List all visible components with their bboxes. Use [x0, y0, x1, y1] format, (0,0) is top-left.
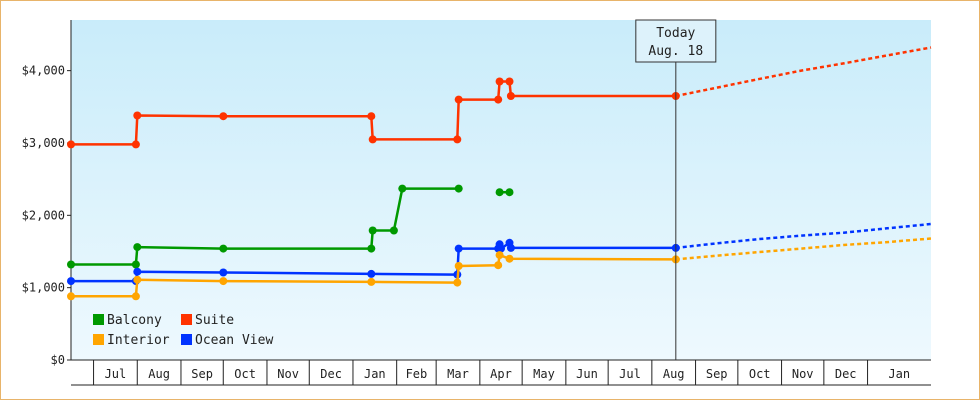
- x-tick-label: Aug: [148, 367, 170, 381]
- data-point: [454, 184, 463, 193]
- y-tick-label: $0: [51, 353, 65, 367]
- x-tick-label: Jan: [364, 367, 386, 381]
- data-point: [505, 254, 514, 263]
- series-suite: [67, 46, 932, 149]
- forecast-line: [675, 237, 932, 261]
- x-tick-label: Mar: [447, 367, 469, 381]
- data-point: [67, 292, 75, 301]
- x-axis: Jul Aug Sep Oct Nov Dec Jan Feb Mar Apr May Jun Jul A…: [71, 359, 931, 386]
- today-box: [635, 19, 717, 63]
- legend-swatch: [181, 334, 192, 345]
- x-tick-label: Sep: [191, 367, 213, 381]
- data-point: [454, 95, 463, 104]
- data-point: [131, 140, 140, 149]
- data-point: [453, 278, 462, 287]
- data-point: [219, 268, 228, 277]
- x-tick-label: Oct: [749, 367, 771, 381]
- data-point: [368, 226, 377, 235]
- x-tick-label: Aug: [663, 367, 685, 381]
- x-tick-label: Jun: [576, 367, 598, 381]
- data-point: [495, 188, 504, 197]
- data-point: [454, 244, 463, 253]
- data-point: [67, 140, 75, 149]
- data-point: [67, 260, 75, 269]
- x-tick-label: Jan: [888, 367, 910, 381]
- data-point: [219, 112, 228, 121]
- data-point: [497, 244, 505, 253]
- data-point: [506, 92, 515, 100]
- data-point: [389, 226, 398, 235]
- data-point: [131, 292, 140, 301]
- data-point: [367, 244, 376, 253]
- data-point: [506, 243, 515, 252]
- x-tick-label: Nov: [792, 367, 814, 381]
- series-layer: [67, 46, 932, 301]
- data-point: [219, 244, 228, 253]
- data-point: [133, 267, 142, 276]
- legend-swatch: [93, 334, 104, 345]
- data-point: [133, 111, 142, 120]
- forecast-line: [675, 222, 932, 250]
- today-label: Today: [656, 26, 695, 41]
- legend-item: Balcony: [93, 313, 162, 328]
- data-point: [368, 135, 377, 144]
- x-tick-label: Dec: [320, 367, 342, 381]
- legend-label: Balcony: [107, 313, 162, 328]
- x-tick-label: Jul: [105, 367, 127, 381]
- data-point: [494, 261, 503, 270]
- forecast-line: [675, 46, 932, 98]
- series-balcony: [67, 184, 514, 269]
- data-point: [367, 112, 376, 121]
- legend-item: Suite: [181, 313, 234, 328]
- today-marker: Today Aug. 18: [635, 19, 717, 360]
- legend-label: Suite: [195, 313, 234, 328]
- legend-swatch: [181, 314, 192, 325]
- data-point: [219, 277, 228, 286]
- series-ocean-view: [67, 222, 932, 286]
- x-tick-label: Jul: [619, 367, 641, 381]
- x-tick-label: Oct: [234, 367, 256, 381]
- data-point: [367, 277, 376, 286]
- x-tick-label: Nov: [277, 367, 299, 381]
- data-point: [133, 275, 142, 284]
- legend-item: Ocean View: [181, 333, 273, 348]
- today-date: Aug. 18: [648, 44, 703, 59]
- data-point: [505, 77, 514, 86]
- series-interior: [67, 237, 932, 301]
- legend-label: Interior: [107, 333, 170, 348]
- x-tick-label: Dec: [835, 367, 857, 381]
- y-tick-label: $1,000: [22, 281, 65, 295]
- data-point: [398, 184, 407, 193]
- data-point: [67, 277, 75, 286]
- x-tick-label: Apr: [490, 367, 512, 381]
- data-point: [505, 188, 514, 197]
- x-tick-label: May: [533, 367, 555, 381]
- y-tick-label: $3,000: [22, 136, 65, 150]
- legend-swatch: [93, 314, 104, 325]
- data-point: [133, 243, 142, 252]
- data-point: [494, 95, 503, 104]
- data-point: [367, 269, 376, 278]
- data-point: [454, 262, 463, 270]
- data-point: [131, 260, 140, 269]
- y-tick-label: $2,000: [22, 208, 65, 222]
- x-tick-label: Sep: [706, 367, 728, 381]
- x-tick-label: Feb: [406, 367, 428, 381]
- y-tick-label: $4,000: [22, 64, 65, 78]
- data-point: [495, 251, 504, 260]
- legend: Balcony Suite Interior Ocean View: [93, 313, 273, 348]
- legend-item: Interior: [93, 333, 170, 348]
- legend-label: Ocean View: [195, 333, 273, 348]
- data-point: [495, 77, 504, 86]
- data-point: [453, 135, 462, 144]
- y-axis: $0 $1,000 $2,000 $3,000 $4,000: [22, 20, 72, 367]
